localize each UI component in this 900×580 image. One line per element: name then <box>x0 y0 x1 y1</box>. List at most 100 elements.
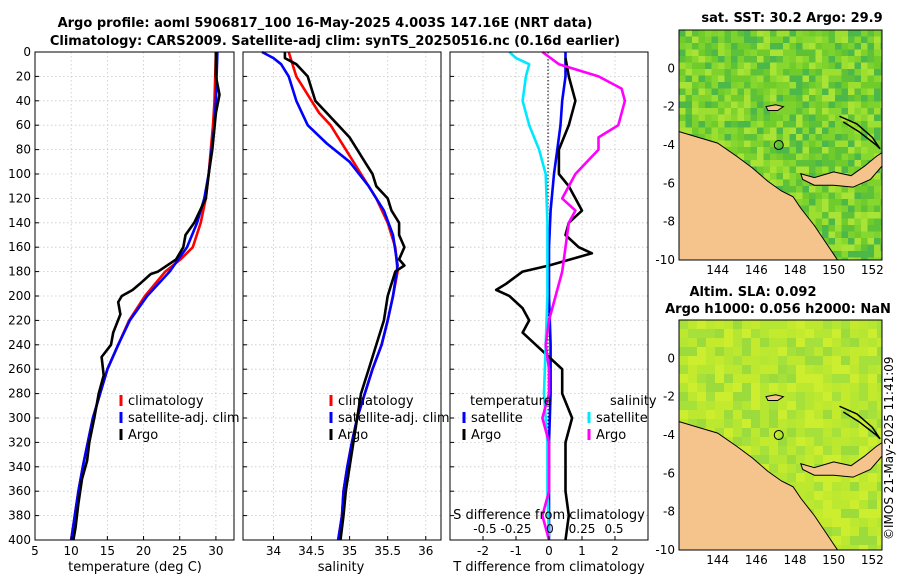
field-cell <box>867 231 875 239</box>
field-cell <box>763 121 771 128</box>
field-cell <box>698 114 706 122</box>
field-cell <box>835 36 842 44</box>
field-cell <box>715 401 725 411</box>
field-cell <box>718 30 725 37</box>
field-cell <box>711 30 719 37</box>
field-cell <box>850 491 860 501</box>
y-tick-label: 380 <box>8 509 31 523</box>
field-cell <box>874 244 881 252</box>
field-cell <box>850 347 860 357</box>
field-cell <box>823 356 833 366</box>
field-cell <box>874 114 881 122</box>
field-cell <box>685 121 693 128</box>
field-cell <box>787 446 797 456</box>
field-cell <box>763 114 771 122</box>
field-cell <box>823 518 833 528</box>
field-cell <box>737 82 745 89</box>
field-cell <box>802 43 810 50</box>
lon-tick-label: 150 <box>822 553 845 567</box>
field-cell <box>744 147 751 154</box>
field-cell <box>832 392 842 402</box>
field-cell <box>823 392 833 402</box>
field-cell <box>861 205 868 213</box>
field-cell <box>750 160 758 167</box>
field-cell <box>815 95 823 102</box>
field-cell <box>705 101 712 109</box>
field-cell <box>867 257 875 260</box>
field-cell <box>796 147 803 154</box>
new-ireland-coast <box>839 405 881 440</box>
field-cell <box>796 153 803 161</box>
field-cell <box>809 43 816 50</box>
field-cell <box>760 410 770 420</box>
field-cell <box>679 49 686 57</box>
sst-map: sat. SST: 30.2 Argo: 29.9 144 146 148 150 15… <box>655 11 883 277</box>
field-cell <box>776 88 784 96</box>
field-cell <box>692 36 699 44</box>
x-tick-label: 36 <box>418 544 433 558</box>
field-cell <box>848 108 855 115</box>
field-cell <box>724 108 732 115</box>
field-cell <box>769 374 779 384</box>
field-cell <box>711 49 719 57</box>
field-cell <box>796 179 803 187</box>
field-cell <box>770 88 777 96</box>
field-cell <box>783 179 790 187</box>
x-tick-label: 34.5 <box>298 544 325 558</box>
field-cell <box>724 356 734 366</box>
field-cell <box>835 95 842 102</box>
field-cell <box>805 338 815 348</box>
field-cell <box>763 108 771 115</box>
field-cell <box>796 75 803 83</box>
field-cell <box>744 134 751 141</box>
field-cell <box>770 166 777 174</box>
field-cell <box>874 205 881 213</box>
field-cell <box>685 88 693 96</box>
field-cell <box>867 238 875 245</box>
field-cell <box>815 186 823 193</box>
field-cell <box>751 410 761 420</box>
field-cell <box>832 536 842 546</box>
field-cell <box>861 114 868 122</box>
field-cell <box>778 464 788 474</box>
field-cell <box>698 127 706 135</box>
field-cell <box>802 192 810 200</box>
field-cell <box>841 392 851 402</box>
field-cell <box>867 199 875 206</box>
field-cell <box>880 251 882 258</box>
field-cell <box>688 401 698 411</box>
field-cell <box>770 95 777 102</box>
y-tick-label: 260 <box>8 362 31 376</box>
field-cell <box>877 455 882 465</box>
field-cell <box>731 36 738 44</box>
field-cell <box>809 121 816 128</box>
field-cell <box>835 121 842 128</box>
field-cell <box>769 401 779 411</box>
legend-label-satellite: satellite-adj. clim <box>128 411 240 426</box>
field-cell <box>854 95 862 102</box>
field-cell <box>778 455 788 465</box>
field-cell <box>874 101 881 109</box>
field-cell <box>763 43 771 50</box>
field-cell <box>805 320 815 330</box>
field-cell <box>868 383 878 393</box>
field-cell <box>705 134 712 141</box>
field-cell <box>763 153 771 161</box>
field-cell <box>868 401 878 411</box>
field-cell <box>867 134 875 141</box>
lat-tick-label: -4 <box>663 138 675 152</box>
field-cell <box>850 536 860 546</box>
field-cell <box>848 30 855 37</box>
field-cell <box>850 392 860 402</box>
lat-tick-label: -2 <box>663 100 675 114</box>
field-cell <box>783 95 790 102</box>
temperature-grid <box>34 51 234 541</box>
field-cell <box>880 192 882 200</box>
field-cell <box>769 356 779 366</box>
field-cell <box>787 401 797 411</box>
x-tick-label: 30 <box>208 544 223 558</box>
field-cell <box>706 374 716 384</box>
field-cell <box>841 56 849 63</box>
field-cell <box>823 428 833 438</box>
field-cell <box>874 231 881 239</box>
